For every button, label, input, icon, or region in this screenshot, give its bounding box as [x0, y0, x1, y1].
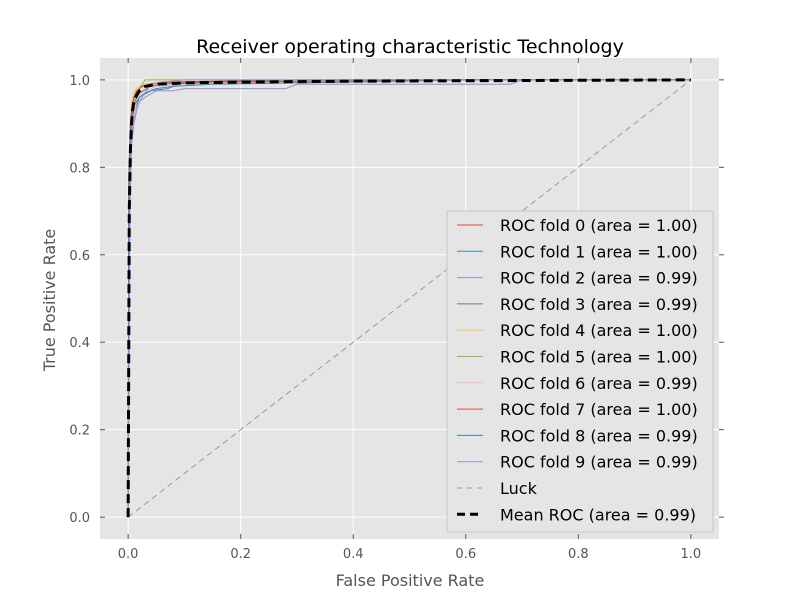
legend: ROC fold 0 (area = 1.00) ROC fold 1 (area…: [446, 210, 714, 533]
chart-title: Receiver operating characteristic Techno…: [196, 36, 624, 58]
x-tick-label: 0.2: [230, 547, 251, 562]
y-tick-label: 0.4: [69, 336, 90, 351]
x-tick-label: 0.6: [455, 547, 476, 562]
x-axis-label: False Positive Rate: [336, 571, 485, 590]
x-tick-label: 0.4: [343, 547, 364, 562]
legend-label-10: Luck: [500, 479, 538, 498]
y-tick-label: 0.6: [69, 249, 90, 264]
y-tick-label: 0.0: [69, 511, 90, 526]
series-line-11: [126, 78, 691, 518]
legend-frame: [446, 210, 714, 533]
x-tick-label: 0.0: [118, 547, 139, 562]
legend-label-7: ROC fold 7 (area = 1.00): [500, 400, 698, 419]
series-line-10: [127, 79, 692, 518]
legend-label-0: ROC fold 0 (area = 1.00): [500, 216, 698, 235]
x-tick-label: 1.0: [681, 547, 702, 562]
legend-label-2: ROC fold 2 (area = 0.99): [500, 269, 698, 288]
x-tick-label: 0.8: [568, 547, 589, 562]
y-axis-label: True Positive Rate: [40, 229, 59, 373]
legend-label-1: ROC fold 1 (area = 1.00): [500, 242, 698, 261]
legend-label-9: ROC fold 9 (area = 0.99): [500, 453, 698, 472]
legend-label-8: ROC fold 8 (area = 0.99): [500, 426, 698, 445]
y-tick-label: 0.8: [69, 161, 90, 176]
y-tick-label: 1.0: [69, 74, 90, 89]
series-lines: [126, 78, 692, 518]
tick-marks: [100, 58, 724, 539]
legend-label-3: ROC fold 3 (area = 0.99): [500, 295, 698, 314]
legend-label-6: ROC fold 6 (area = 0.99): [500, 374, 698, 393]
legend-label-11: Mean ROC (area = 0.99): [500, 505, 696, 524]
legend-label-5: ROC fold 5 (area = 1.00): [500, 348, 698, 367]
series-line-9: [127, 79, 691, 518]
y-tick-label: 0.2: [69, 424, 90, 439]
legend-label-4: ROC fold 4 (area = 1.00): [500, 321, 698, 340]
tick-labels: 0.0 0.2 0.4 0.6 0.8 1.0 0.0 0.2 0.4 0.6 0.8 1.0: [69, 74, 701, 562]
